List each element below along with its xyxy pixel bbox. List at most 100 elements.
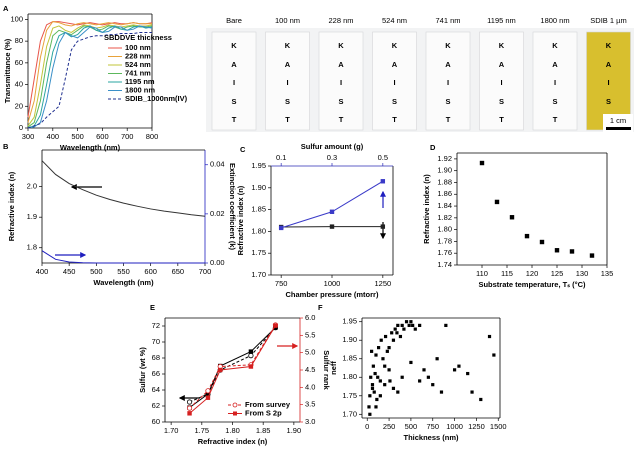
data-point bbox=[370, 386, 375, 390]
sample-letter: I bbox=[554, 78, 556, 87]
y-tick-label: 72 bbox=[152, 321, 160, 330]
sample-letter: K bbox=[231, 41, 237, 50]
series-line bbox=[189, 327, 276, 403]
sample-letter: T bbox=[285, 115, 290, 124]
x-axis-label: Substrate temperature, Tₛ (°C) bbox=[478, 280, 586, 289]
scale-label: 1 cm bbox=[610, 116, 626, 125]
y-tick-label: 40 bbox=[15, 80, 23, 89]
sample-label: 1195 nm bbox=[487, 16, 516, 25]
data-point bbox=[278, 225, 284, 231]
y-tick-label: 1.88 bbox=[437, 177, 452, 186]
data-point bbox=[400, 375, 404, 379]
legend-marker bbox=[232, 402, 238, 408]
data-point bbox=[435, 357, 439, 361]
y-tick-label: 1.76 bbox=[437, 248, 452, 257]
x-tick-label: 300 bbox=[22, 132, 35, 141]
sample-letter: T bbox=[392, 115, 397, 124]
series-line bbox=[281, 180, 384, 229]
data-point bbox=[391, 338, 396, 342]
data-point bbox=[368, 394, 372, 398]
y-axis-label: Sulfur (wt %) bbox=[138, 347, 147, 393]
x-axis-label: Thickness (nm) bbox=[403, 433, 459, 442]
x-tick-label: 450 bbox=[63, 267, 76, 276]
x-tick-label: 1.85 bbox=[256, 426, 271, 435]
sample-letter: A bbox=[231, 60, 237, 69]
y-tick-label: 1.80 bbox=[342, 372, 357, 381]
data-point bbox=[402, 327, 406, 331]
data-point bbox=[487, 334, 492, 339]
y-tick-label: 1.70 bbox=[251, 270, 266, 279]
data-point bbox=[426, 375, 430, 379]
legend-label: SDIB_1000nm(IV) bbox=[125, 94, 188, 103]
x-tick-label: 500 bbox=[405, 422, 418, 431]
data-point bbox=[218, 367, 223, 373]
data-point bbox=[369, 375, 373, 379]
data-point bbox=[376, 346, 381, 350]
legend-label: 524 nm bbox=[125, 60, 151, 69]
y2-tick-label: 3.0 bbox=[305, 417, 315, 426]
sample-letter: A bbox=[445, 60, 451, 69]
sample-label: 741 nm bbox=[435, 16, 460, 25]
y-tick-label: 68 bbox=[152, 353, 160, 362]
y-tick-label: 80 bbox=[15, 36, 23, 45]
sample-strip bbox=[425, 31, 471, 131]
x-tick-label: 500 bbox=[90, 267, 103, 276]
sample-letter: I bbox=[447, 78, 449, 87]
sample-letter: K bbox=[499, 41, 505, 50]
data-point bbox=[407, 323, 411, 328]
x-tick-label: 600 bbox=[144, 267, 157, 276]
data-point bbox=[378, 379, 382, 383]
legend-label: 1800 nm bbox=[125, 85, 155, 94]
panel-label: E bbox=[150, 303, 155, 312]
sample-label: 100 nm bbox=[275, 16, 300, 25]
y2-tick-label: 0.00 bbox=[210, 258, 225, 267]
y-tick-label: 20 bbox=[15, 101, 23, 110]
sample-letter: A bbox=[552, 60, 558, 69]
x2-axis-label: Sulfur amount (g) bbox=[301, 142, 364, 151]
data-point bbox=[378, 394, 382, 398]
legend-label: 100 nm bbox=[125, 43, 151, 52]
data-point bbox=[409, 320, 413, 324]
panel-label: A bbox=[3, 4, 9, 13]
y-tick-label: 70 bbox=[152, 337, 160, 346]
y-axis-label: Transmittance (%) bbox=[3, 38, 12, 103]
data-point bbox=[205, 388, 211, 394]
sample-letter: A bbox=[606, 60, 612, 69]
data-point bbox=[388, 379, 392, 383]
data-point bbox=[248, 352, 254, 359]
x-tick-label: 1000 bbox=[446, 422, 463, 431]
x-tick-label: 750 bbox=[275, 279, 288, 288]
data-point bbox=[509, 215, 515, 220]
x2-tick-label: 0.3 bbox=[327, 153, 337, 162]
data-point bbox=[383, 383, 387, 387]
data-point bbox=[205, 391, 211, 397]
x-tick-label: 700 bbox=[121, 132, 134, 141]
sample-letter: T bbox=[232, 115, 237, 124]
y-tick-label: 0 bbox=[19, 123, 23, 132]
data-point bbox=[380, 224, 386, 229]
data-point bbox=[431, 383, 435, 387]
sample-label: 228 nm bbox=[328, 16, 353, 25]
sample-letter: A bbox=[285, 60, 291, 69]
data-point bbox=[439, 390, 444, 394]
sample-letter: S bbox=[552, 97, 557, 106]
sample-letter: K bbox=[552, 41, 558, 50]
sample-letter: K bbox=[392, 41, 398, 50]
x-tick-label: 130 bbox=[576, 269, 589, 278]
data-point bbox=[418, 323, 422, 328]
data-point bbox=[381, 357, 385, 361]
data-point bbox=[376, 375, 380, 379]
sample-letter: A bbox=[499, 60, 505, 69]
sample-letter: S bbox=[499, 97, 504, 106]
sample-letter: K bbox=[445, 41, 451, 50]
scale-bar bbox=[606, 127, 631, 130]
data-point bbox=[329, 224, 335, 229]
sample-letter: I bbox=[607, 78, 609, 87]
x-tick-label: 550 bbox=[117, 267, 130, 276]
legend-label: 1195 nm bbox=[125, 77, 155, 86]
data-point bbox=[479, 397, 483, 402]
sample-strip bbox=[265, 31, 310, 131]
data-point bbox=[409, 360, 413, 365]
data-point bbox=[380, 179, 386, 184]
data-point bbox=[273, 323, 278, 328]
